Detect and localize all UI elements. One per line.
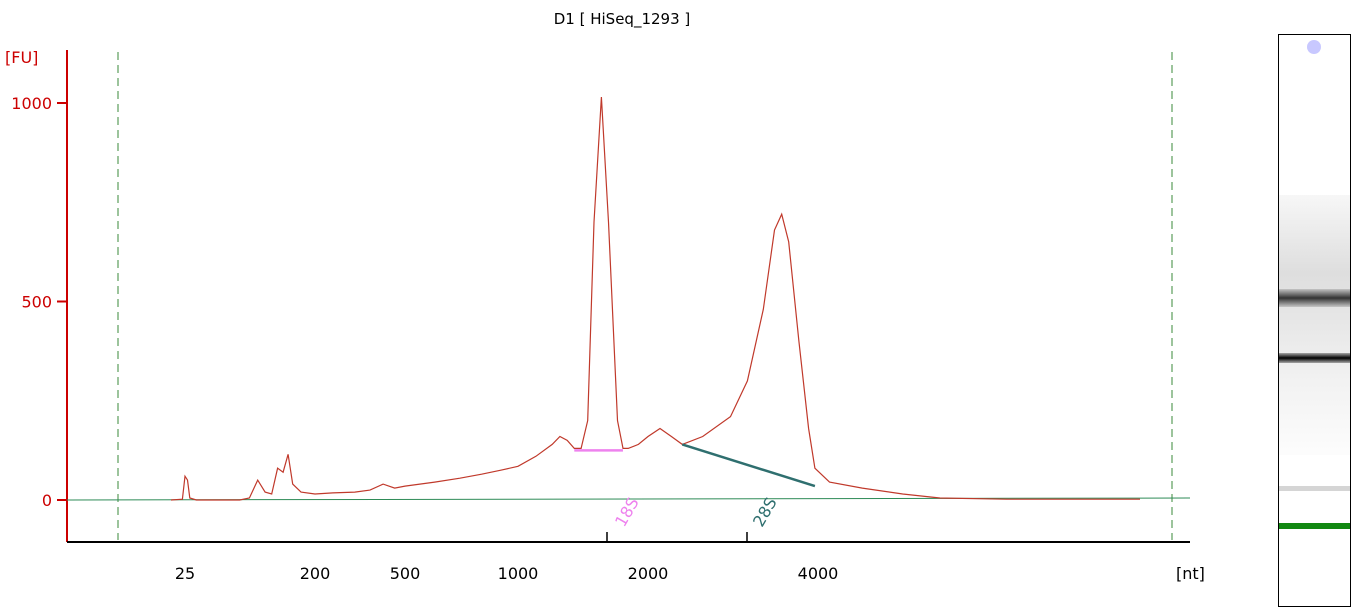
y-axis-label: [FU]	[5, 48, 38, 67]
gel-faint-band	[1279, 486, 1350, 491]
peak-label: 28S	[749, 494, 781, 530]
gel-background-smear	[1279, 195, 1350, 455]
peak-integration-line	[681, 443, 816, 488]
y-tick-label: 500	[21, 293, 52, 312]
baseline	[66, 497, 1191, 501]
x-tick-label: 4000	[798, 564, 839, 583]
x-tick-label: 1000	[498, 564, 539, 583]
gel-band-28s	[1279, 289, 1350, 307]
gel-band-18s	[1279, 353, 1350, 363]
x-tick-label: 200	[300, 564, 331, 583]
upper-marker-spot	[1307, 40, 1321, 54]
gel-lane	[1278, 34, 1351, 607]
x-tick-label: 2000	[628, 564, 669, 583]
lower-marker-band	[1279, 523, 1350, 529]
y-tick-label: 0	[42, 491, 52, 510]
x-tick-label: 500	[390, 564, 421, 583]
chart-title: D1 [ HiSeq_1293 ]	[554, 10, 691, 29]
x-tick-label: 25	[175, 564, 195, 583]
x-axis-label: [nt]	[1176, 564, 1205, 583]
x-ticks: 25 200 500 1000 2000 4000	[175, 564, 839, 583]
y-tick-label: 1000	[11, 94, 52, 113]
series-group	[170, 96, 1140, 501]
y-ticks: 0 500 1000	[11, 94, 67, 510]
peak-markers: 18S 28S	[574, 443, 816, 542]
series-line	[170, 96, 1140, 501]
